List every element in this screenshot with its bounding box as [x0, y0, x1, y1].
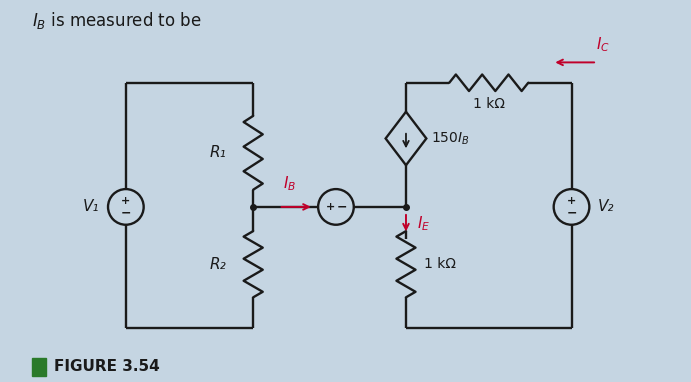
Text: R₂: R₂ — [209, 257, 227, 272]
Text: +: + — [121, 196, 131, 206]
Text: +: + — [567, 196, 576, 206]
Text: FIGURE 3.54: FIGURE 3.54 — [54, 359, 160, 374]
Text: −: − — [121, 206, 131, 219]
Text: +: + — [325, 202, 335, 212]
Text: V₁: V₁ — [83, 199, 99, 214]
Text: −: − — [337, 201, 347, 214]
Text: V₂: V₂ — [598, 199, 615, 214]
Text: $I_B$ is measured to be: $I_B$ is measured to be — [32, 10, 202, 31]
Text: 1 kΩ: 1 kΩ — [473, 97, 504, 111]
Text: $150I_B$: $150I_B$ — [431, 130, 470, 147]
Text: −: − — [566, 206, 577, 219]
Bar — [32, 358, 46, 376]
Text: 1 kΩ: 1 kΩ — [424, 257, 456, 271]
Text: R₁: R₁ — [209, 145, 227, 160]
Text: $I_C$: $I_C$ — [596, 36, 610, 54]
Text: $I_E$: $I_E$ — [417, 214, 430, 233]
Text: $I_B$: $I_B$ — [283, 174, 296, 193]
